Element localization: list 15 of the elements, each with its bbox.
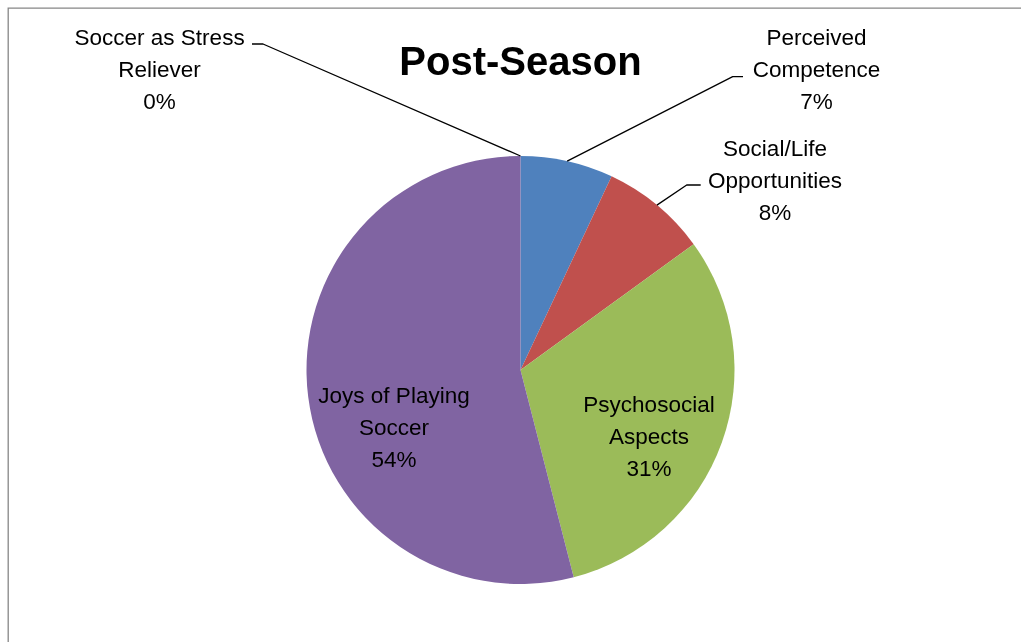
slice-label: Social/Life Opportunities [708, 135, 842, 193]
pie-slice [306, 156, 574, 584]
slice-label: Joys of Playing Soccer [318, 382, 470, 440]
data-label: 7% [800, 89, 833, 114]
pie-slice [520, 244, 735, 578]
pie-slice [520, 156, 612, 370]
data-label: 31% [626, 455, 672, 481]
data-label: 54% [371, 446, 417, 472]
text: 0% [143, 89, 176, 114]
pie-slice [520, 176, 694, 370]
slice-label: Psychosocial Aspects [583, 391, 715, 449]
data-label: 8% [758, 199, 792, 225]
slice-label: Perceived Competence [752, 25, 881, 82]
category-label: Soccer as Stress Reliever [74, 25, 245, 82]
chart-title: Post-Season [399, 39, 642, 83]
